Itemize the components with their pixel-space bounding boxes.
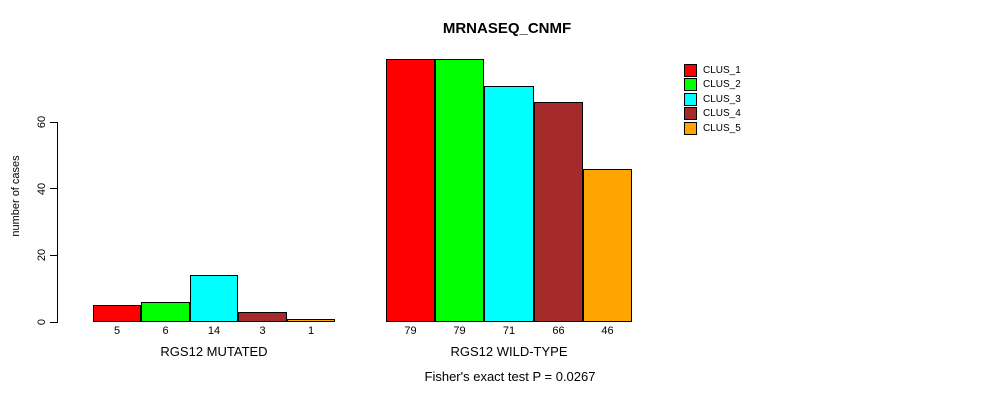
bar-value-label: 14: [207, 325, 221, 337]
y-tick-label: 0: [36, 318, 48, 326]
bar-value-label: 79: [453, 325, 466, 337]
legend-label: CLUS_1: [703, 65, 741, 76]
y-tick-label: 20: [36, 249, 48, 262]
bar-value-label: 46: [601, 325, 614, 337]
group-label-wild-type: RGS12 WILD-TYPE: [450, 344, 568, 359]
bar-clus_4-wild-type: [534, 102, 583, 322]
legend-swatch-icon: [684, 121, 697, 135]
legend-item-clus_4: CLUS_4: [684, 107, 741, 121]
legend: CLUS_1 CLUS_2 CLUS_3 CLUS_4 CLUS_5: [684, 64, 804, 144]
legend-label: CLUS_5: [703, 122, 741, 134]
bar-value-label: 1: [307, 325, 315, 337]
chart-title: MRNASEQ_CNMF: [442, 20, 572, 37]
legend-item-clus_1: CLUS_1: [684, 64, 741, 77]
bar-clus_4-mutated: [238, 312, 287, 322]
y-tick-label: 40: [36, 182, 48, 195]
bar-clus_2-wild-type: [435, 59, 484, 322]
y-axis-line: [57, 122, 58, 323]
legend-item-clus_3: CLUS_3: [684, 92, 741, 106]
y-tick-mark: [50, 254, 57, 256]
bar-clus_1-wild-type: [386, 59, 435, 322]
bar-value-label: 71: [502, 325, 516, 337]
bar-value-label: 79: [404, 325, 417, 337]
legend-swatch-icon: [684, 107, 697, 121]
y-tick-label: 60: [36, 116, 48, 129]
y-axis-label: number of cases: [10, 155, 22, 237]
bar-clus_3-mutated: [190, 275, 238, 322]
legend-swatch-icon: [684, 78, 697, 92]
legend-swatch-icon: [684, 92, 697, 106]
group-label-mutated: RGS12 MUTATED: [160, 344, 268, 359]
bar-value-label: 5: [113, 325, 121, 337]
annotation-text: Fisher's exact test P = 0.0267: [424, 369, 596, 384]
bar-value-label: 66: [552, 325, 565, 337]
legend-label: CLUS_4: [703, 108, 741, 120]
y-tick-mark: [50, 321, 57, 323]
legend-item-clus_5: CLUS_5: [684, 121, 741, 135]
bar-value-label: 3: [259, 325, 266, 337]
legend-label: CLUS_2: [703, 79, 741, 91]
legend-item-clus_2: CLUS_2: [684, 78, 741, 92]
y-tick-mark: [50, 121, 57, 123]
legend-swatch-icon: [684, 64, 697, 77]
bar-clus_1-mutated: [93, 305, 141, 322]
bar-clus_5-wild-type: [583, 169, 632, 322]
legend-label: CLUS_3: [703, 93, 741, 105]
y-tick-mark: [50, 188, 57, 190]
bar-clus_3-wild-type: [484, 86, 534, 322]
bar-clus_2-mutated: [141, 302, 190, 322]
bar-clus_5-mutated: [287, 319, 335, 322]
bar-value-label: 6: [162, 325, 169, 337]
